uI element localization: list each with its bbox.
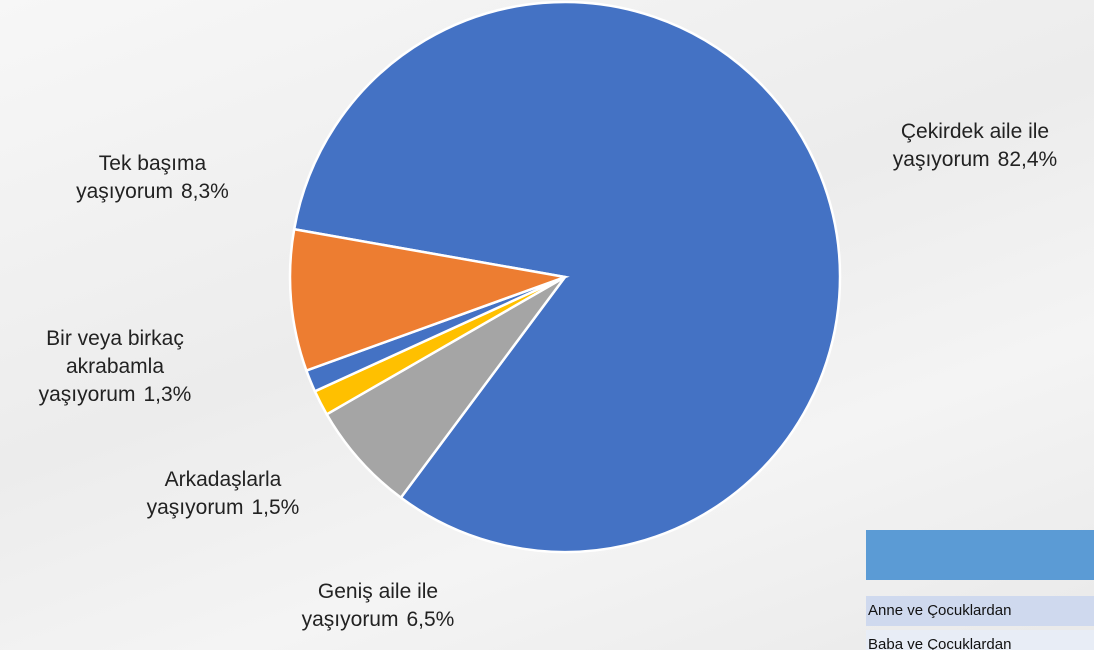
value-label: 1,3% (143, 383, 192, 406)
slice-label: Geniş aile ile yaşıyorum 6,5% (268, 578, 488, 634)
value-label: 82,4% (997, 148, 1058, 171)
category-name: Geniş aile ile yaşıyorum (301, 580, 439, 631)
pie-slice (288, 227, 570, 373)
category-name: Arkadaşlarla yaşıyorum (146, 468, 282, 519)
pie-slice (325, 275, 567, 500)
value-label: 1,5% (251, 496, 300, 519)
slice-label: Arkadaşlarla yaşıyorum 1,5% (118, 466, 328, 522)
value-label: 8,3% (180, 180, 229, 203)
category-name: Tek başıma yaşıyorum (76, 152, 207, 203)
value-label: 6,5% (406, 608, 455, 631)
slice-label: Tek başıma yaşıyorum 8,3% (40, 150, 265, 206)
category-name: Bir veya birkaç akrabamla yaşıyorum (38, 327, 184, 406)
category-name: Çekirdek aile ile yaşıyorum (892, 120, 1050, 171)
slice-label: Çekirdek aile ile yaşıyorum 82,4% (850, 118, 1094, 174)
slice-label: Bir veya birkaç akrabamla yaşıyorum 1,3% (0, 325, 230, 409)
table-row: Anne ve Çocuklardan (866, 596, 1094, 626)
table-header (866, 530, 1094, 580)
table-row: Baba ve Çocuklardan (866, 630, 1094, 650)
